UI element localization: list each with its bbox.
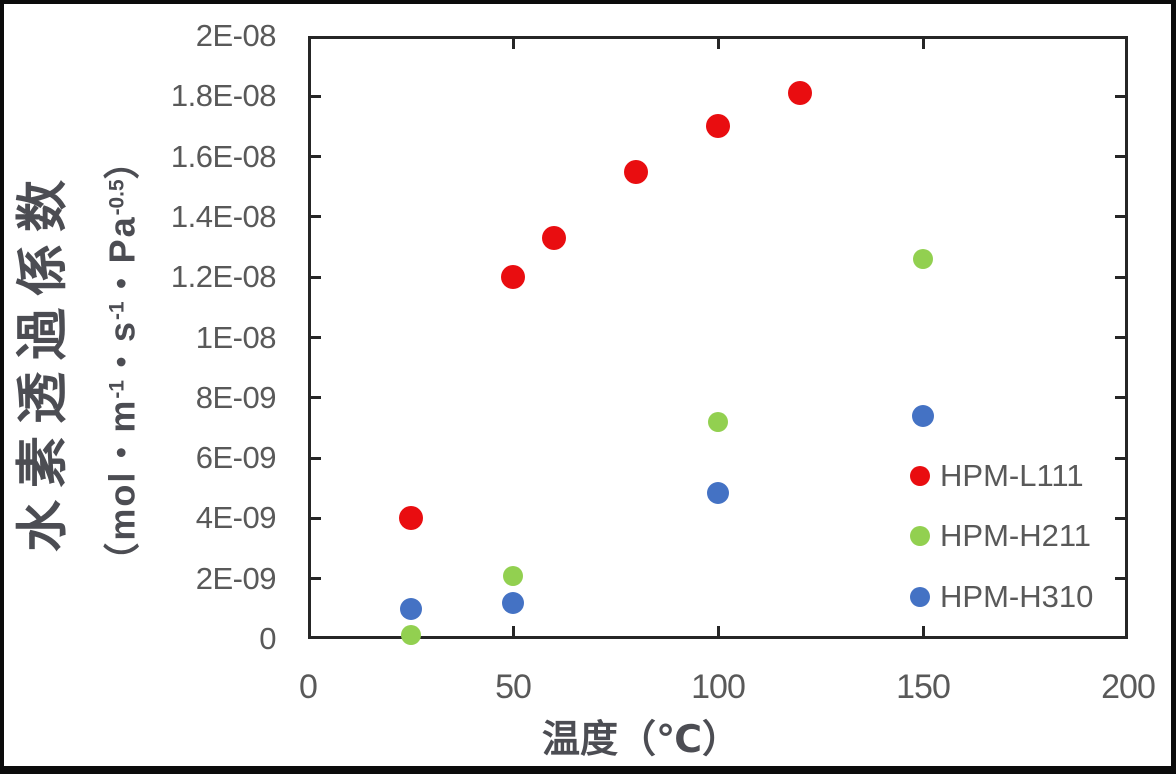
data-point-HPM-H310 bbox=[707, 481, 729, 504]
data-point-HPM-L111 bbox=[624, 159, 648, 184]
unit-segment: （mol・m bbox=[101, 398, 143, 579]
y-tick-label: 6E-09 bbox=[195, 440, 277, 476]
y-tick-mark-right bbox=[1115, 336, 1126, 339]
x-tick-label: 150 bbox=[896, 668, 951, 706]
y-axis-title: 水素透過係数 （mol・m-1・s-1・Pa-0.5） bbox=[7, 141, 160, 578]
y-tick-mark-left bbox=[310, 215, 321, 219]
y-tick-mark-right bbox=[1115, 516, 1126, 520]
x-tick-label: 0 bbox=[299, 668, 318, 706]
y-tick-mark-left bbox=[310, 396, 321, 400]
y-tick-label: 4E-09 bbox=[195, 500, 277, 536]
x-tick-mark-top bbox=[921, 38, 925, 49]
x-tick-mark-bottom bbox=[716, 626, 720, 637]
unit-segment: ） bbox=[101, 141, 143, 180]
y-tick-label: 1.6E-08 bbox=[170, 138, 277, 174]
y-tick-mark-left bbox=[310, 336, 321, 339]
y-tick-mark-left bbox=[310, 155, 321, 159]
y-tick-mark-left bbox=[310, 94, 321, 98]
x-tick-mark-bottom bbox=[921, 626, 925, 637]
unit-superscript: -0.5 bbox=[105, 179, 129, 216]
y-tick-mark-right bbox=[1115, 215, 1126, 219]
unit-superscript: -1 bbox=[105, 380, 129, 399]
x-tick-label: 50 bbox=[495, 668, 532, 706]
legend-dot-HPM-L111 bbox=[910, 466, 930, 486]
data-point-HPM-H211 bbox=[503, 565, 523, 586]
data-point-HPM-H310 bbox=[502, 591, 524, 614]
legend-dot-HPM-H310 bbox=[910, 587, 930, 607]
y-tick-mark-right bbox=[1115, 456, 1126, 460]
y-tick-mark-right bbox=[1115, 275, 1126, 279]
legend-dot-HPM-H211 bbox=[910, 526, 930, 546]
y-tick-label: 0 bbox=[259, 621, 276, 656]
x-tick-mark-top bbox=[716, 38, 720, 49]
legend-label-HPM-H211: HPM-H211 bbox=[940, 518, 1092, 553]
data-point-HPM-H211 bbox=[400, 625, 421, 646]
y-axis-unit-label: （mol・m-1・s-1・Pa-0.5） bbox=[79, 141, 160, 578]
x-tick-mark-bottom bbox=[511, 626, 515, 637]
data-point-HPM-H211 bbox=[708, 411, 728, 432]
y-tick-mark-right bbox=[1115, 577, 1126, 581]
x-tick-mark-top bbox=[511, 38, 515, 49]
data-point-HPM-H310 bbox=[912, 404, 934, 427]
y-tick-mark-right bbox=[1115, 396, 1126, 400]
legend-label-HPM-H310: HPM-H310 bbox=[940, 579, 1094, 614]
unit-superscript: -1 bbox=[105, 301, 129, 320]
plot-area-frame bbox=[308, 36, 1128, 639]
y-tick-label: 8E-09 bbox=[195, 379, 277, 415]
data-point-HPM-H310 bbox=[399, 597, 422, 620]
data-point-HPM-L111 bbox=[788, 81, 812, 106]
legend-label-HPM-L111: HPM-L111 bbox=[940, 458, 1084, 493]
data-point-HPM-L111 bbox=[542, 226, 566, 250]
data-point-HPM-L111 bbox=[398, 506, 423, 531]
data-point-HPM-H211 bbox=[913, 249, 933, 270]
y-tick-label: 1.8E-08 bbox=[170, 78, 277, 114]
y-tick-label: 1E-08 bbox=[195, 319, 277, 355]
y-tick-label: 2E-09 bbox=[195, 560, 277, 596]
y-tick-mark-right bbox=[1115, 94, 1126, 98]
unit-segment: ・s bbox=[101, 320, 143, 381]
y-tick-mark-left bbox=[310, 456, 321, 460]
unit-segment: ・Pa bbox=[101, 215, 143, 302]
x-tick-label: 200 bbox=[1101, 668, 1156, 706]
data-point-HPM-L111 bbox=[501, 265, 525, 290]
y-tick-label: 1.2E-08 bbox=[170, 259, 277, 295]
y-tick-mark-left bbox=[310, 275, 321, 279]
y-tick-label: 1.4E-08 bbox=[170, 198, 277, 234]
y-tick-mark-left bbox=[310, 577, 321, 581]
y-tick-label: 2E-08 bbox=[195, 18, 277, 53]
y-axis-title-text: 水素透過係数 bbox=[14, 168, 73, 553]
x-tick-label: 100 bbox=[691, 668, 746, 706]
data-point-HPM-L111 bbox=[706, 114, 730, 139]
y-tick-mark-left bbox=[310, 516, 321, 520]
x-axis-title: 温度（℃） bbox=[541, 719, 741, 761]
y-tick-mark-right bbox=[1115, 155, 1126, 159]
